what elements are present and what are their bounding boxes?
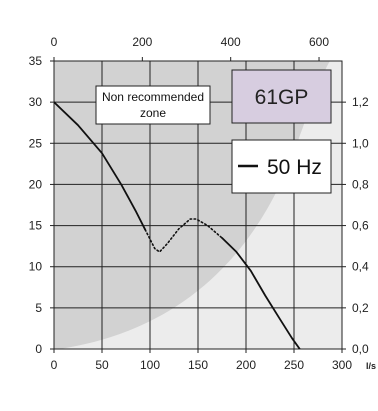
right-tick-label: 1,0 (352, 136, 369, 150)
tick-labels: 0 50 100 150 200 250 300 0 5 10 15 20 25 30 35 0 200 400 6… (29, 35, 376, 372)
recommended-zone (60, 61, 342, 349)
series-line-dotted (144, 218, 223, 253)
top-tick-label: 600 (309, 35, 329, 49)
y-tick-label: 15 (29, 219, 43, 233)
x-tick-label: 300 (332, 358, 352, 372)
zone-label-line-2: zone (140, 106, 166, 120)
x-tick-label: 200 (236, 358, 256, 372)
svg-text:Non recommended: Non recommended (102, 90, 204, 104)
plot-frame (53, 60, 343, 350)
top-tick-label: 0 (51, 35, 58, 49)
x-unit-label: l/s (366, 361, 376, 371)
series-line-solid (221, 237, 301, 349)
y-tick-label: 25 (29, 136, 43, 150)
y-tick-label: 35 (29, 54, 43, 68)
svg-text:zone: zone (140, 106, 166, 120)
top-tick-label: 200 (132, 35, 152, 49)
y-tick-label: 30 (29, 95, 43, 109)
series-layer (54, 101, 301, 349)
y-tick-label: 5 (35, 301, 42, 315)
non-recommended-zone-box: Non recommended zone (95, 85, 211, 125)
x-tick-label: 250 (284, 358, 304, 372)
y-tick-label: 0 (35, 342, 42, 356)
x-tick-label: 0 (51, 358, 58, 372)
right-tick-label: 0,6 (352, 219, 369, 233)
y-tick-label: 20 (29, 177, 43, 191)
y-tick-label: 10 (29, 260, 43, 274)
model-label: 61GP (255, 86, 309, 109)
right-tick-label: 1,2 (352, 95, 369, 109)
x-tick-label: 100 (140, 358, 160, 372)
top-tick-label: 400 (221, 35, 241, 49)
x-tick-label: 150 (188, 358, 208, 372)
x-tick-label: 50 (95, 358, 109, 372)
zone-label-line-1: Non recommended (102, 90, 204, 104)
series-line-solid (54, 101, 147, 231)
right-tick-label: 0,0 (352, 342, 369, 356)
right-tick-label: 0,8 (352, 177, 369, 191)
right-tick-label: 0,4 (352, 260, 369, 274)
model-box: 61GP (231, 69, 332, 124)
right-tick-label: 0,2 (352, 301, 369, 315)
legend: 50 Hz (231, 139, 332, 194)
legend-label: 50 Hz (267, 156, 322, 179)
